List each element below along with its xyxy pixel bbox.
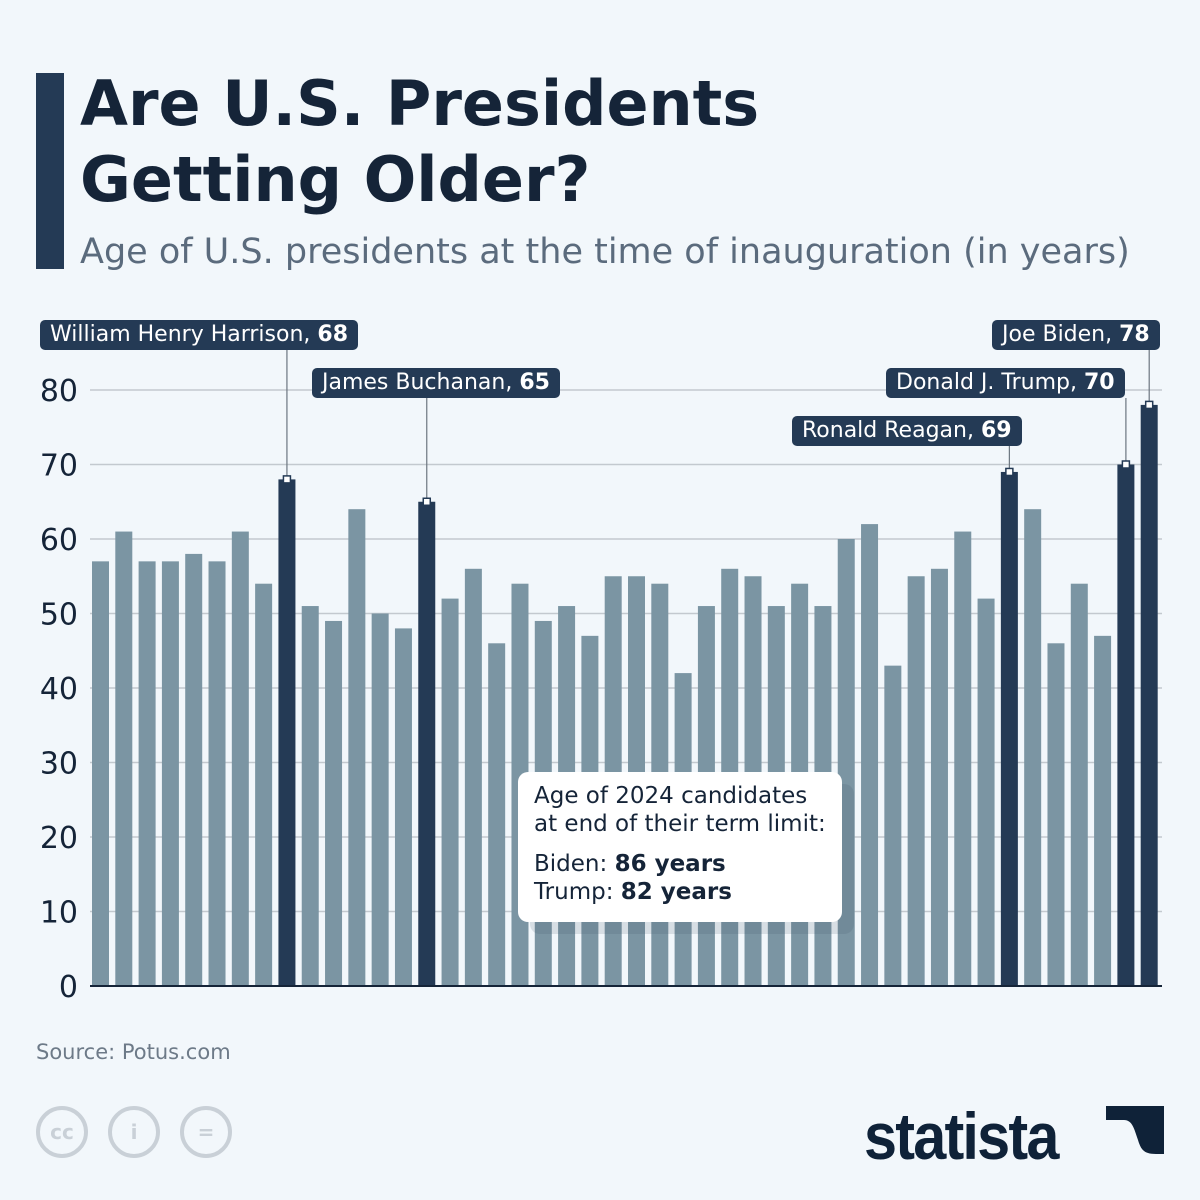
bar[interactable] (1047, 643, 1065, 986)
y-tick-label: 60 (40, 523, 78, 558)
annotation-value: 68 (317, 322, 349, 347)
bar[interactable] (185, 553, 203, 986)
accent-bar (36, 73, 64, 269)
bar[interactable] (1140, 404, 1158, 986)
bar[interactable] (441, 598, 459, 986)
bar[interactable] (325, 620, 343, 986)
cc-icon[interactable]: cc (36, 1106, 88, 1158)
bar[interactable] (371, 613, 389, 987)
attribution-icon[interactable]: i (108, 1106, 160, 1158)
bar[interactable] (488, 643, 506, 986)
source-note: Source: Potus.com (36, 1040, 231, 1064)
biden-label: Biden: (534, 851, 608, 877)
bar[interactable] (1117, 464, 1135, 987)
bar[interactable] (138, 561, 156, 986)
annotation-marker (422, 497, 432, 506)
bar[interactable] (930, 568, 948, 986)
annotation-marker (1121, 460, 1131, 469)
bar[interactable] (394, 628, 412, 986)
bar[interactable] (278, 479, 296, 986)
bar[interactable] (1094, 635, 1112, 986)
biden-value: 86 years (614, 851, 726, 877)
bar[interactable] (884, 665, 902, 986)
annotation-marker (282, 475, 292, 484)
y-tick-label: 10 (40, 896, 78, 931)
annotation-label: Ronald Reagan, 69 (792, 416, 1022, 446)
subtitle: Age of U.S. presidents at the time of in… (80, 232, 1130, 272)
title-line-1: Are U.S. Presidents (80, 67, 760, 140)
bar[interactable] (208, 561, 226, 986)
y-tick-label: 70 (40, 449, 78, 484)
bar[interactable] (861, 524, 879, 986)
bar[interactable] (907, 576, 925, 986)
statista-logo[interactable]: statista (864, 1099, 1059, 1173)
bar[interactable] (1024, 509, 1042, 986)
statista-logo-mark-icon (1106, 1106, 1164, 1164)
bar[interactable] (977, 598, 995, 986)
page-title: Are U.S. Presidents Getting Older? (80, 66, 759, 218)
callout-line-2: at end of their term limit: (534, 811, 826, 837)
bar[interactable] (255, 583, 273, 986)
annotation-name: William Henry Harrison, (50, 322, 318, 347)
bar[interactable] (115, 531, 133, 986)
title-line-2: Getting Older? (80, 143, 591, 216)
annotation-value: 70 (1083, 370, 1115, 395)
annotation-marker (1144, 400, 1154, 410)
bar[interactable] (161, 561, 179, 986)
y-tick-label: 0 (59, 970, 78, 1005)
annotation-name: Ronald Reagan, (802, 418, 981, 443)
bar[interactable] (231, 531, 249, 986)
annotation-label: William Henry Harrison, 68 (40, 320, 359, 350)
bar[interactable] (348, 509, 366, 986)
callout-biden: Biden: 86 years (534, 850, 826, 878)
callout-box: Age of 2024 candidates at end of their t… (518, 772, 842, 922)
annotation-name: Joe Biden, (1002, 322, 1120, 347)
annotation-value: 69 (980, 418, 1012, 443)
no-derivatives-icon[interactable]: = (180, 1106, 232, 1158)
bar[interactable] (418, 501, 436, 986)
trump-value: 82 years (620, 879, 732, 905)
annotation-label: Joe Biden, 78 (992, 320, 1160, 350)
annotation-name: James Buchanan, (322, 370, 520, 395)
y-tick-label: 40 (40, 672, 78, 707)
annotation-value: 78 (1119, 322, 1150, 347)
bar[interactable] (1070, 583, 1088, 986)
annotation-label: Donald J. Trump, 70 (886, 368, 1125, 398)
callout-trump: Trump: 82 years (534, 878, 826, 906)
y-tick-label: 30 (40, 747, 78, 782)
bar[interactable] (837, 539, 855, 986)
annotation-value: 65 (519, 370, 550, 395)
y-tick-label: 80 (40, 374, 78, 409)
bar[interactable] (92, 561, 109, 986)
trump-label: Trump: (534, 879, 614, 905)
y-tick-label: 20 (40, 821, 78, 856)
bar[interactable] (954, 531, 972, 986)
annotation-label: James Buchanan, 65 (312, 368, 560, 398)
bar[interactable] (1000, 471, 1018, 986)
annotation-name: Donald J. Trump, (896, 370, 1084, 395)
y-tick-label: 50 (40, 598, 78, 633)
bar[interactable] (464, 568, 482, 986)
bar[interactable] (301, 606, 319, 986)
callout-line-1: Age of 2024 candidates (534, 783, 808, 809)
annotation-marker (1005, 467, 1014, 477)
